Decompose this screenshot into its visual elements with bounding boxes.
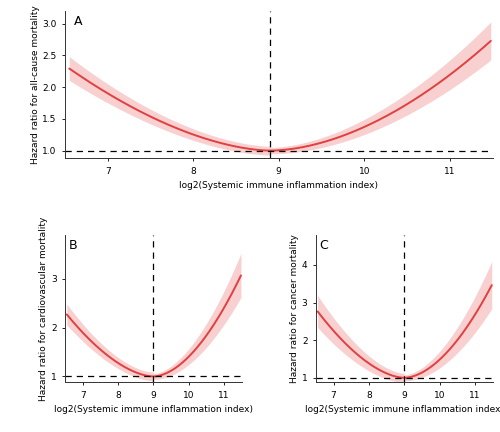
- Y-axis label: Hazard ratio for cancer mortality: Hazard ratio for cancer mortality: [290, 234, 299, 383]
- Text: C: C: [320, 239, 328, 252]
- X-axis label: log2(Systemic immune inflammation index): log2(Systemic immune inflammation index): [179, 181, 378, 190]
- X-axis label: log2(Systemic immune inflammation index): log2(Systemic immune inflammation index): [304, 405, 500, 414]
- Y-axis label: Hazard ratio for all-cause mortality: Hazard ratio for all-cause mortality: [30, 5, 40, 164]
- Text: B: B: [68, 239, 77, 252]
- X-axis label: log2(Systemic immune inflammation index): log2(Systemic immune inflammation index): [54, 405, 253, 414]
- Text: A: A: [74, 15, 82, 28]
- Y-axis label: Hazard ratio for cardiovascular mortality: Hazard ratio for cardiovascular mortalit…: [39, 216, 48, 401]
